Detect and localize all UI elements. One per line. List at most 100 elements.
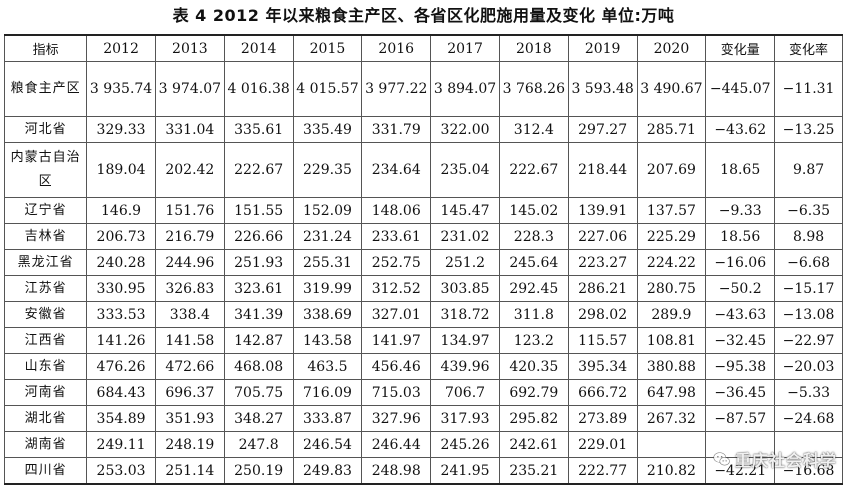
value-cell: 647.98 [636,379,707,406]
region-cell: 江苏省 [3,275,88,302]
value-cell: 143.58 [292,327,363,354]
value-cell: 223.27 [567,249,638,276]
value-cell: 233.61 [361,223,432,250]
value-cell: 706.7 [430,379,500,406]
value-cell: 148.06 [361,197,432,224]
value-cell: 327.96 [361,405,432,432]
value-cell: 229.35 [292,142,363,198]
value-cell: −24.68 [774,405,843,432]
table-row: 安徽省 333.53 338.4 341.39 338.69 327.01 318.72 31… [3,301,843,328]
value-cell: −16.68 [774,457,843,485]
value-cell: 3 768.26 [498,61,569,117]
value-cell [636,431,707,458]
value-cell: 240.28 [86,249,156,276]
value-cell: 331.79 [361,116,432,143]
region-cell: 粮食主产区 [3,61,88,117]
value-cell: 253.03 [86,457,156,485]
value-cell: 4 015.57 [292,61,363,117]
value-cell: 246.54 [292,431,363,458]
value-cell: 247.8 [223,431,294,458]
value-cell: 245.64 [498,249,569,276]
value-cell: 463.5 [292,353,363,380]
value-cell: 354.89 [86,405,156,432]
region-cell: 辽宁省 [3,197,88,224]
value-cell: 231.02 [430,223,500,250]
value-cell: 331.04 [154,116,225,143]
value-cell: 224.22 [636,249,707,276]
value-cell: 242.61 [498,431,569,458]
value-cell: 338.69 [292,301,363,328]
header-cell: 2016 [361,34,432,62]
header-cell: 2015 [292,34,363,62]
value-cell: −50.2 [705,275,776,302]
value-cell: 227.06 [567,223,638,250]
value-cell: 108.81 [636,327,707,354]
value-cell: −32.45 [705,327,776,354]
value-cell: 335.61 [223,116,294,143]
value-cell: 202.42 [154,142,225,198]
value-cell [774,431,843,458]
value-cell: 142.87 [223,327,294,354]
value-cell: 222.67 [498,142,569,198]
value-cell: 18.56 [705,223,776,250]
header-cell: 2019 [567,34,638,62]
fertilizer-table: 指标 2012 2013 2014 2015 2016 2017 2018 20… [3,34,843,485]
value-cell: 326.83 [154,275,225,302]
header-row: 指标 2012 2013 2014 2015 2016 2017 2018 20… [3,34,843,62]
header-cell: 指标 [3,34,88,62]
header-cell: 2014 [223,34,294,62]
value-cell: 145.02 [498,197,569,224]
value-cell: 312.4 [498,116,569,143]
value-cell: −95.38 [705,353,776,380]
table-body: 粮食主产区 3 935.74 3 974.07 4 016.38 4 015.57 3 9… [3,61,843,485]
value-cell: 139.91 [567,197,638,224]
value-cell: 141.58 [154,327,225,354]
value-cell: 338.4 [154,301,225,328]
value-cell: 303.85 [430,275,500,302]
value-cell: 322.00 [430,116,500,143]
value-cell: 231.24 [292,223,363,250]
value-cell: 317.93 [430,405,500,432]
value-cell: 137.57 [636,197,707,224]
value-cell: 472.66 [154,353,225,380]
value-cell: −445.07 [705,61,776,117]
value-cell: 218.44 [567,142,638,198]
value-cell: 241.95 [430,457,500,485]
value-cell: 225.29 [636,223,707,250]
value-cell: 395.34 [567,353,638,380]
value-cell: 4 016.38 [223,61,294,117]
value-cell: 234.64 [361,142,432,198]
value-cell: 245.26 [430,431,500,458]
value-cell: 684.43 [86,379,156,406]
value-cell: 327.01 [361,301,432,328]
table-row: 河南省 684.43 696.37 705.75 716.09 715.03 706.7 69… [3,379,843,406]
value-cell: 333.87 [292,405,363,432]
value-cell: −6.35 [774,197,843,224]
value-cell: 151.76 [154,197,225,224]
table-row: 黑龙江省 240.28 244.96 251.93 255.31 252.75 251.2 2… [3,249,843,276]
value-cell [705,431,776,458]
value-cell: 351.93 [154,405,225,432]
value-cell: 273.89 [567,405,638,432]
value-cell: 146.9 [86,197,156,224]
value-cell: 285.71 [636,116,707,143]
value-cell: 141.26 [86,327,156,354]
value-cell: 323.61 [223,275,294,302]
value-cell: 716.09 [292,379,363,406]
value-cell: 3 593.48 [567,61,638,117]
value-cell: 244.96 [154,249,225,276]
value-cell: 476.26 [86,353,156,380]
value-cell: 439.96 [430,353,500,380]
value-cell: 210.82 [636,457,707,485]
region-cell: 河南省 [3,379,88,406]
region-cell: 吉林省 [3,223,88,250]
value-cell: 705.75 [223,379,294,406]
value-cell: 715.03 [361,379,432,406]
value-cell: −6.68 [774,249,843,276]
region-cell: 四川省 [3,457,88,485]
value-cell: 145.47 [430,197,500,224]
value-cell: 319.99 [292,275,363,302]
value-cell: −15.17 [774,275,843,302]
value-cell: −87.57 [705,405,776,432]
value-cell: 456.46 [361,353,432,380]
